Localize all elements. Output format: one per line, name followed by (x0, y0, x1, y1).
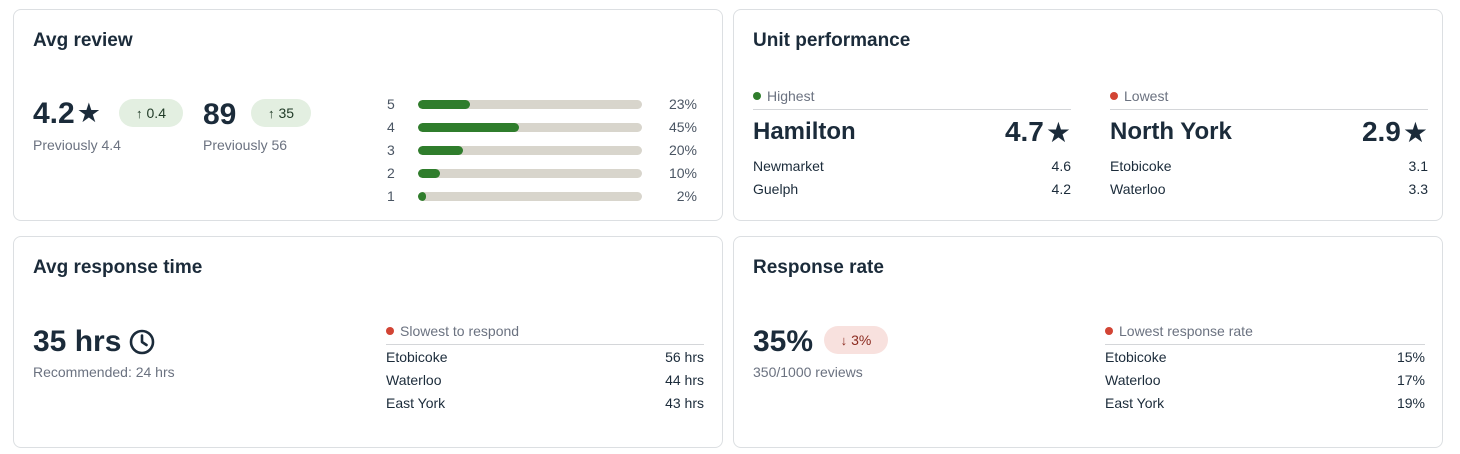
rate-delta-badge: ↓ 3% (824, 326, 888, 354)
bottom-unit-row: North York 2.9 ★ (1110, 110, 1428, 154)
count-previous: Previously 56 (203, 137, 288, 153)
slowest-heading: Slowest to respond (400, 323, 520, 339)
list-item: East York 19% (1105, 394, 1425, 411)
response-rate-value: 35% (753, 325, 814, 358)
distribution-fill (418, 100, 470, 109)
top-unit-name: Hamilton (753, 118, 856, 145)
lowest-response-heading: Lowest response rate (1119, 323, 1253, 339)
divider (386, 344, 704, 345)
list-item: Etobicoke 15% (1105, 348, 1425, 365)
distribution-row: 1 2% (387, 188, 697, 204)
avg-review-title: Avg review (33, 30, 133, 51)
response-rate-title: Response rate (753, 257, 884, 278)
arrow-up-icon: ↑ (267, 105, 275, 121)
list-item: Waterloo 3.3 (1110, 180, 1428, 197)
distribution-fill (418, 192, 426, 201)
distribution-track (418, 146, 642, 155)
rating-previous: Previously 4.4 (33, 137, 121, 153)
distribution-track (418, 192, 642, 201)
clock-icon (130, 329, 155, 355)
top-unit-row: Hamilton 4.7 ★ (753, 110, 1071, 154)
divider (1110, 109, 1428, 110)
distribution-row: 5 23% (387, 96, 697, 112)
avg-review-card: Avg review 4.2 ★ ↑ 0.4 Previously 4.4 89… (13, 9, 723, 221)
distribution-fill (418, 123, 519, 132)
distribution-track (418, 169, 642, 178)
lowest-units-list: Lowest North York 2.9 ★ Etobicoke 3.1 Wa… (1110, 87, 1428, 200)
bottom-unit-name: North York (1110, 118, 1232, 145)
star-icon: ★ (76, 98, 101, 128)
arrow-up-icon: ↑ (136, 105, 143, 121)
red-dot-icon (386, 327, 394, 335)
highest-units-list: Highest Hamilton 4.7 ★ Newmarket 4.6 Gue… (753, 87, 1071, 200)
star-icon: ★ (1045, 116, 1071, 148)
arrow-down-icon: ↓ (840, 332, 848, 348)
unit-performance-title: Unit performance (753, 30, 911, 51)
response-rate-card: Response rate 35% ↓ 3% 350/1000 reviews … (733, 236, 1443, 448)
recommended-time: Recommended: 24 hrs (33, 364, 175, 380)
distribution-row: 3 20% (387, 142, 697, 158)
divider (753, 109, 1071, 110)
distribution-fill (418, 146, 463, 155)
count-delta-badge: ↑ 35 (251, 99, 311, 127)
unit-performance-card: Unit performance Highest Hamilton 4.7 ★ … (733, 9, 1443, 221)
response-time-value: 35 hrs (33, 327, 155, 357)
list-item: Etobicoke 3.1 (1110, 157, 1428, 174)
distribution-track (418, 123, 642, 132)
review-count-value: 89 (203, 98, 237, 131)
distribution-row: 2 10% (387, 165, 697, 181)
distribution-track (418, 100, 642, 109)
distribution-row: 4 45% (387, 119, 697, 135)
lowest-response-list: Lowest response rate Etobicoke 15% Water… (1105, 322, 1425, 414)
divider (1105, 344, 1425, 345)
lowest-heading: Lowest (1124, 88, 1169, 104)
list-item: Waterloo 17% (1105, 371, 1425, 388)
reviews-responded: 350/1000 reviews (753, 364, 863, 380)
red-dot-icon (1105, 327, 1113, 335)
list-item: Etobicoke 56 hrs (386, 348, 704, 365)
green-dot-icon (753, 92, 761, 100)
avg-response-time-card: Avg response time 35 hrs Recommended: 24… (13, 236, 723, 448)
list-item: Newmarket 4.6 (753, 157, 1071, 174)
slowest-units-list: Slowest to respond Etobicoke 56 hrs Wate… (386, 322, 704, 414)
star-icon: ★ (1402, 116, 1428, 148)
distribution-fill (418, 169, 441, 178)
list-item: Guelph 4.2 (753, 180, 1071, 197)
bottom-unit-score: 2.9 ★ (1361, 116, 1428, 148)
top-unit-score: 4.7 ★ (1004, 116, 1071, 148)
list-item: East York 43 hrs (386, 394, 704, 411)
red-dot-icon (1110, 92, 1118, 100)
avg-response-time-title: Avg response time (33, 257, 203, 278)
avg-rating-value: 4.2 ★ (33, 96, 101, 130)
highest-heading: Highest (767, 88, 815, 104)
rating-delta-badge: ↑ 0.4 (119, 99, 183, 127)
list-item: Waterloo 44 hrs (386, 371, 704, 388)
